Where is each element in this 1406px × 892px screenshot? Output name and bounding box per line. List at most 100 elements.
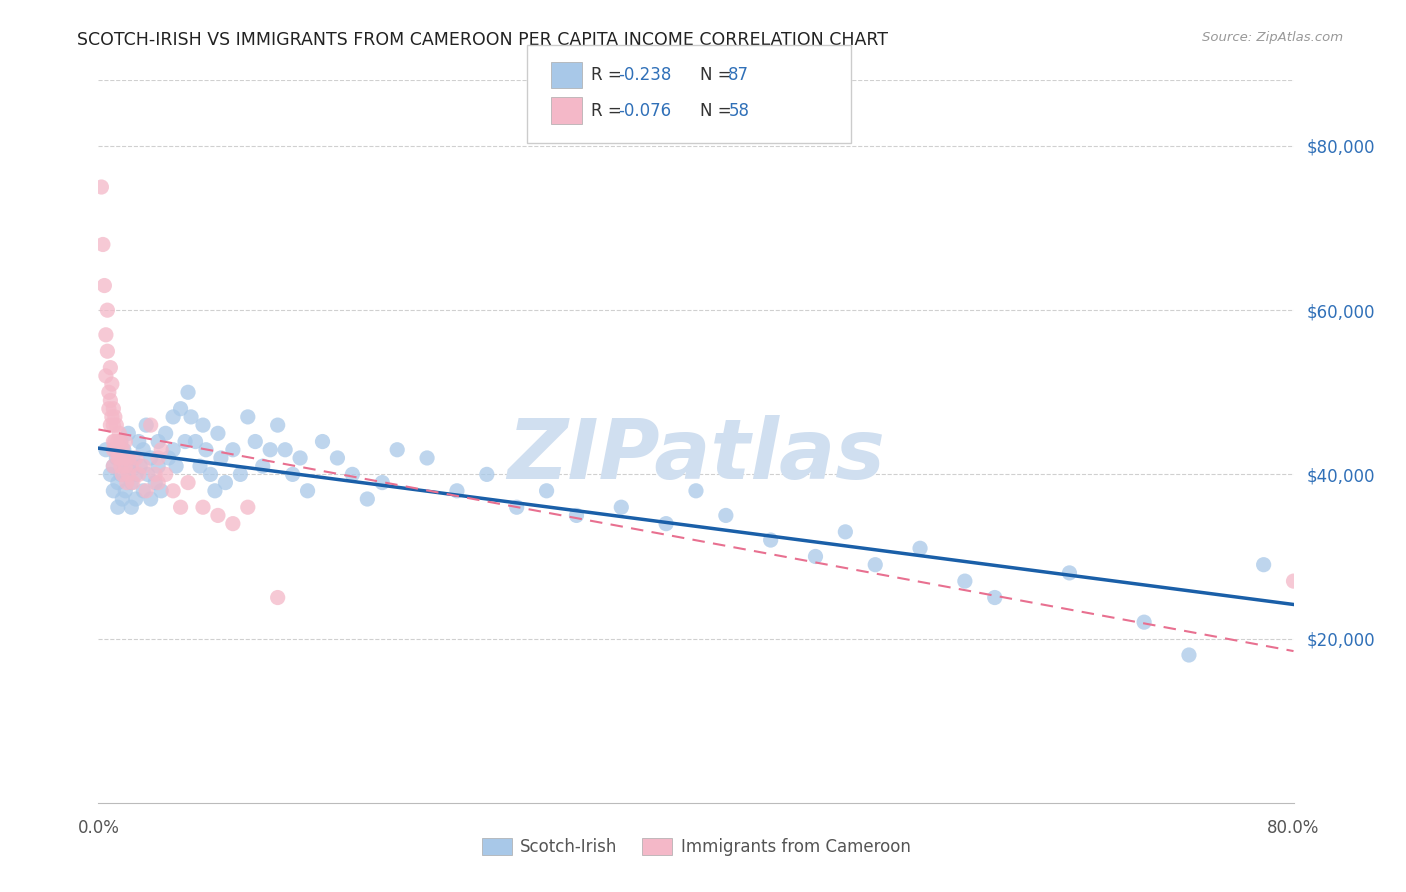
- Point: [1253, 558, 1275, 572]
- Point: [97, 401, 120, 416]
- Point: [222, 442, 245, 457]
- Point: [94, 368, 117, 383]
- Point: [132, 459, 155, 474]
- Point: [103, 442, 125, 457]
- Point: [1178, 648, 1201, 662]
- Point: [107, 434, 129, 449]
- Point: [103, 459, 125, 474]
- Point: [114, 483, 136, 498]
- Point: [91, 237, 114, 252]
- Point: [128, 434, 150, 449]
- Point: [148, 450, 170, 465]
- Point: [274, 442, 297, 457]
- Point: [207, 508, 229, 523]
- Point: [110, 467, 132, 482]
- Text: R =: R =: [591, 102, 627, 120]
- Point: [267, 591, 290, 605]
- Point: [342, 467, 364, 482]
- Point: [139, 491, 162, 506]
- Point: [865, 558, 887, 572]
- Point: [148, 434, 170, 449]
- Point: [111, 491, 134, 506]
- Point: [1133, 615, 1156, 630]
- Point: [105, 442, 128, 457]
- Point: [155, 467, 177, 482]
- Point: [191, 500, 214, 515]
- Point: [136, 467, 159, 482]
- Point: [759, 533, 782, 547]
- Point: [129, 459, 152, 474]
- Point: [236, 409, 259, 424]
- Point: [953, 574, 976, 588]
- Point: [111, 467, 134, 482]
- Point: [117, 426, 139, 441]
- Point: [169, 401, 191, 416]
- Point: [281, 467, 304, 482]
- Point: [108, 450, 131, 465]
- Point: [371, 475, 394, 490]
- Point: [105, 450, 128, 465]
- Point: [252, 459, 274, 474]
- Point: [177, 385, 200, 400]
- Point: [188, 459, 211, 474]
- Point: [506, 500, 529, 515]
- Point: [326, 450, 349, 465]
- Text: 87: 87: [728, 66, 749, 84]
- Point: [536, 483, 558, 498]
- Point: [245, 434, 267, 449]
- Text: ZIPatlas: ZIPatlas: [508, 416, 884, 497]
- Text: SCOTCH-IRISH VS IMMIGRANTS FROM CAMEROON PER CAPITA INCOME CORRELATION CHART: SCOTCH-IRISH VS IMMIGRANTS FROM CAMEROON…: [77, 31, 889, 49]
- Point: [297, 483, 319, 498]
- Point: [120, 475, 142, 490]
- Point: [177, 475, 200, 490]
- Point: [180, 409, 202, 424]
- Point: [148, 475, 170, 490]
- Point: [139, 418, 162, 433]
- Point: [96, 344, 118, 359]
- Point: [115, 475, 138, 490]
- Point: [416, 450, 439, 465]
- Point: [112, 442, 135, 457]
- Point: [104, 409, 127, 424]
- Point: [93, 278, 115, 293]
- Point: [104, 434, 127, 449]
- Point: [128, 467, 150, 482]
- Text: -0.238: -0.238: [619, 66, 672, 84]
- Point: [162, 442, 184, 457]
- Point: [714, 508, 737, 523]
- Point: [120, 500, 142, 515]
- Point: [267, 418, 290, 433]
- Point: [112, 450, 135, 465]
- Point: [169, 500, 191, 515]
- Legend: Scotch-Irish, Immigrants from Cameroon: Scotch-Irish, Immigrants from Cameroon: [475, 831, 917, 863]
- Point: [834, 524, 856, 539]
- Point: [90, 180, 112, 194]
- Point: [105, 418, 128, 433]
- Point: [96, 303, 118, 318]
- Point: [135, 483, 157, 498]
- Point: [111, 442, 134, 457]
- Point: [200, 467, 222, 482]
- Point: [110, 434, 132, 449]
- Point: [1059, 566, 1081, 580]
- Point: [165, 459, 187, 474]
- Point: [150, 483, 173, 498]
- Point: [222, 516, 245, 531]
- Point: [162, 409, 184, 424]
- Point: [209, 450, 232, 465]
- Text: -0.076: -0.076: [619, 102, 672, 120]
- Point: [101, 409, 124, 424]
- Point: [385, 442, 409, 457]
- Point: [446, 483, 468, 498]
- Point: [157, 450, 180, 465]
- Point: [143, 467, 166, 482]
- Point: [984, 591, 1007, 605]
- Point: [121, 450, 143, 465]
- Point: [143, 475, 166, 490]
- Point: [125, 491, 148, 506]
- Point: [207, 426, 229, 441]
- Point: [174, 434, 197, 449]
- Point: [107, 475, 129, 490]
- Point: [259, 442, 281, 457]
- Point: [98, 418, 122, 433]
